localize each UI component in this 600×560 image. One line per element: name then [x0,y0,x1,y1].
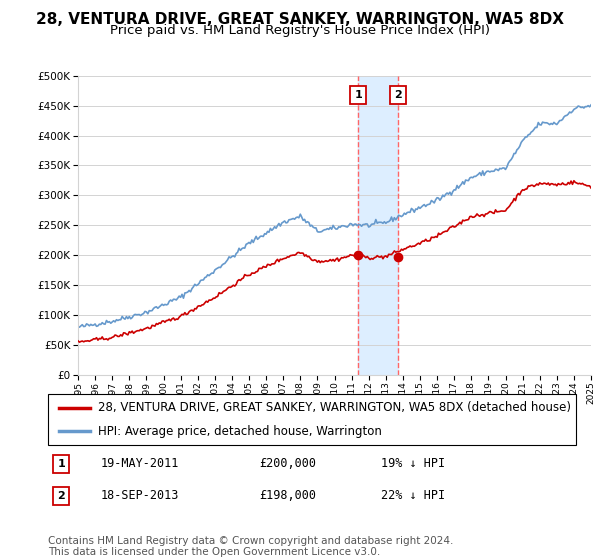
Text: 1: 1 [58,459,65,469]
Text: 18-SEP-2013: 18-SEP-2013 [101,489,179,502]
Text: 28, VENTURA DRIVE, GREAT SANKEY, WARRINGTON, WA5 8DX (detached house): 28, VENTURA DRIVE, GREAT SANKEY, WARRING… [98,401,571,414]
Text: 2: 2 [58,491,65,501]
Text: 28, VENTURA DRIVE, GREAT SANKEY, WARRINGTON, WA5 8DX: 28, VENTURA DRIVE, GREAT SANKEY, WARRING… [36,12,564,27]
Bar [358,76,398,375]
Text: 2: 2 [394,90,402,100]
Text: £198,000: £198,000 [259,489,316,502]
Text: £200,000: £200,000 [259,458,316,470]
Text: Price paid vs. HM Land Registry's House Price Index (HPI): Price paid vs. HM Land Registry's House … [110,24,490,37]
Text: 1: 1 [354,90,362,100]
FancyBboxPatch shape [48,394,576,445]
Text: 19-MAY-2011: 19-MAY-2011 [101,458,179,470]
Text: HPI: Average price, detached house, Warrington: HPI: Average price, detached house, Warr… [98,425,382,438]
Text: Contains HM Land Registry data © Crown copyright and database right 2024.
This d: Contains HM Land Registry data © Crown c… [48,535,454,557]
Text: 19% ↓ HPI: 19% ↓ HPI [380,458,445,470]
Text: 22% ↓ HPI: 22% ↓ HPI [380,489,445,502]
